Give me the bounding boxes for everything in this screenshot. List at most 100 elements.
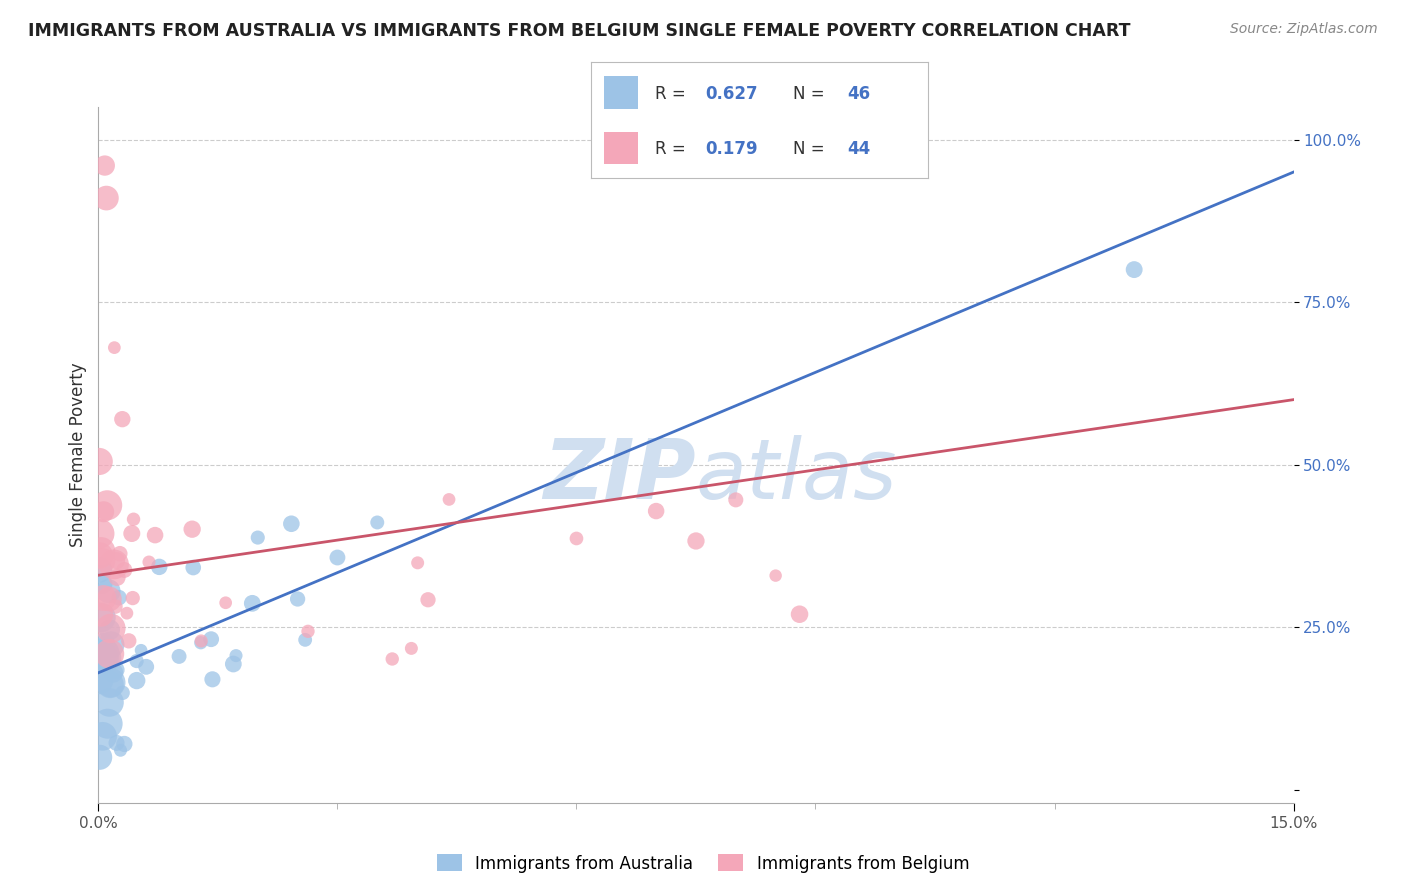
Point [98,677,121,691]
Point [105,736,128,750]
Point [111,412,134,426]
Point [381,652,404,666]
Point [190,636,212,650]
Point [96,191,118,205]
Point [111,686,134,700]
Point [225,648,247,663]
Point [437,492,460,507]
Point [645,504,668,518]
Point [121,591,143,605]
Point [112,737,135,751]
Point [724,492,747,507]
Point [148,560,170,574]
Point [200,632,222,647]
Point [94,645,117,659]
Point [94,159,117,173]
Point [135,660,157,674]
Point [91,577,114,591]
Legend: Immigrants from Australia, Immigrants from Belgium: Immigrants from Australia, Immigrants fr… [430,847,976,880]
Text: Source: ZipAtlas.com: Source: ZipAtlas.com [1230,22,1378,37]
Point [125,673,148,688]
Point [89,654,111,668]
Point [105,663,128,677]
Point [100,638,122,652]
Point [297,624,319,639]
Point [222,657,245,671]
Point [101,665,124,680]
Point [121,526,143,541]
Point [125,654,148,668]
Text: R =: R = [655,85,690,103]
Point [416,592,439,607]
Point [112,563,135,577]
Point [100,675,122,690]
Point [97,584,120,599]
Point [118,633,141,648]
Point [104,599,127,614]
Point [366,516,388,530]
Point [110,743,132,757]
Point [97,716,120,731]
Point [108,591,131,605]
Y-axis label: Single Female Poverty: Single Female Poverty [69,363,87,547]
Point [98,592,121,607]
Point [98,647,121,661]
Bar [605,132,638,164]
Text: R =: R = [655,140,690,159]
Point [129,643,152,657]
Point [138,555,160,569]
Point [115,606,138,620]
Point [287,592,309,607]
Point [190,634,212,648]
Text: 0.179: 0.179 [706,140,758,159]
Point [93,638,115,652]
Point [1123,262,1146,277]
Point [103,341,125,355]
Text: ZIP: ZIP [543,435,696,516]
Point [98,695,121,709]
Point [89,454,111,468]
Point [326,550,349,565]
Point [90,610,112,624]
Point [105,554,128,568]
Point [100,621,122,635]
Point [90,544,112,558]
Text: IMMIGRANTS FROM AUSTRALIA VS IMMIGRANTS FROM BELGIUM SINGLE FEMALE POVERTY CORRE: IMMIGRANTS FROM AUSTRALIA VS IMMIGRANTS … [28,22,1130,40]
Point [240,596,263,610]
Text: atlas: atlas [696,435,897,516]
Point [201,673,224,687]
Point [93,505,115,519]
Point [122,512,145,526]
Point [103,558,125,572]
Point [765,568,787,582]
Point [246,531,269,545]
Point [789,607,811,622]
Point [181,560,204,574]
Point [294,632,316,647]
Point [96,498,118,512]
Point [167,649,190,664]
Point [401,641,423,656]
Text: N =: N = [793,85,830,103]
Text: N =: N = [793,140,830,159]
Point [90,607,112,622]
Point [280,516,302,531]
Point [406,556,429,570]
Point [98,623,121,637]
Point [565,532,588,546]
Text: 46: 46 [846,85,870,103]
Point [93,651,115,665]
Bar [605,77,638,109]
Point [89,526,111,541]
Point [143,528,166,542]
Text: 0.627: 0.627 [706,85,758,103]
Point [91,554,114,568]
Point [105,570,128,584]
Point [685,533,707,548]
Text: 44: 44 [846,140,870,159]
Point [89,549,111,563]
Point [89,673,111,688]
Point [181,522,204,536]
Point [91,729,114,743]
Point [89,563,111,577]
